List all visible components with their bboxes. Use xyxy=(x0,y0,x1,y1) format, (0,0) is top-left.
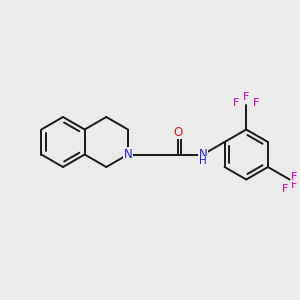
Text: F: F xyxy=(282,184,289,194)
Text: F: F xyxy=(291,172,298,182)
Text: F: F xyxy=(243,92,249,101)
Text: F: F xyxy=(253,98,260,109)
Text: F: F xyxy=(233,98,239,109)
Text: H: H xyxy=(199,157,207,166)
Text: O: O xyxy=(173,125,183,139)
Text: F: F xyxy=(291,179,298,190)
Text: N: N xyxy=(124,148,132,161)
Text: N: N xyxy=(199,148,207,161)
